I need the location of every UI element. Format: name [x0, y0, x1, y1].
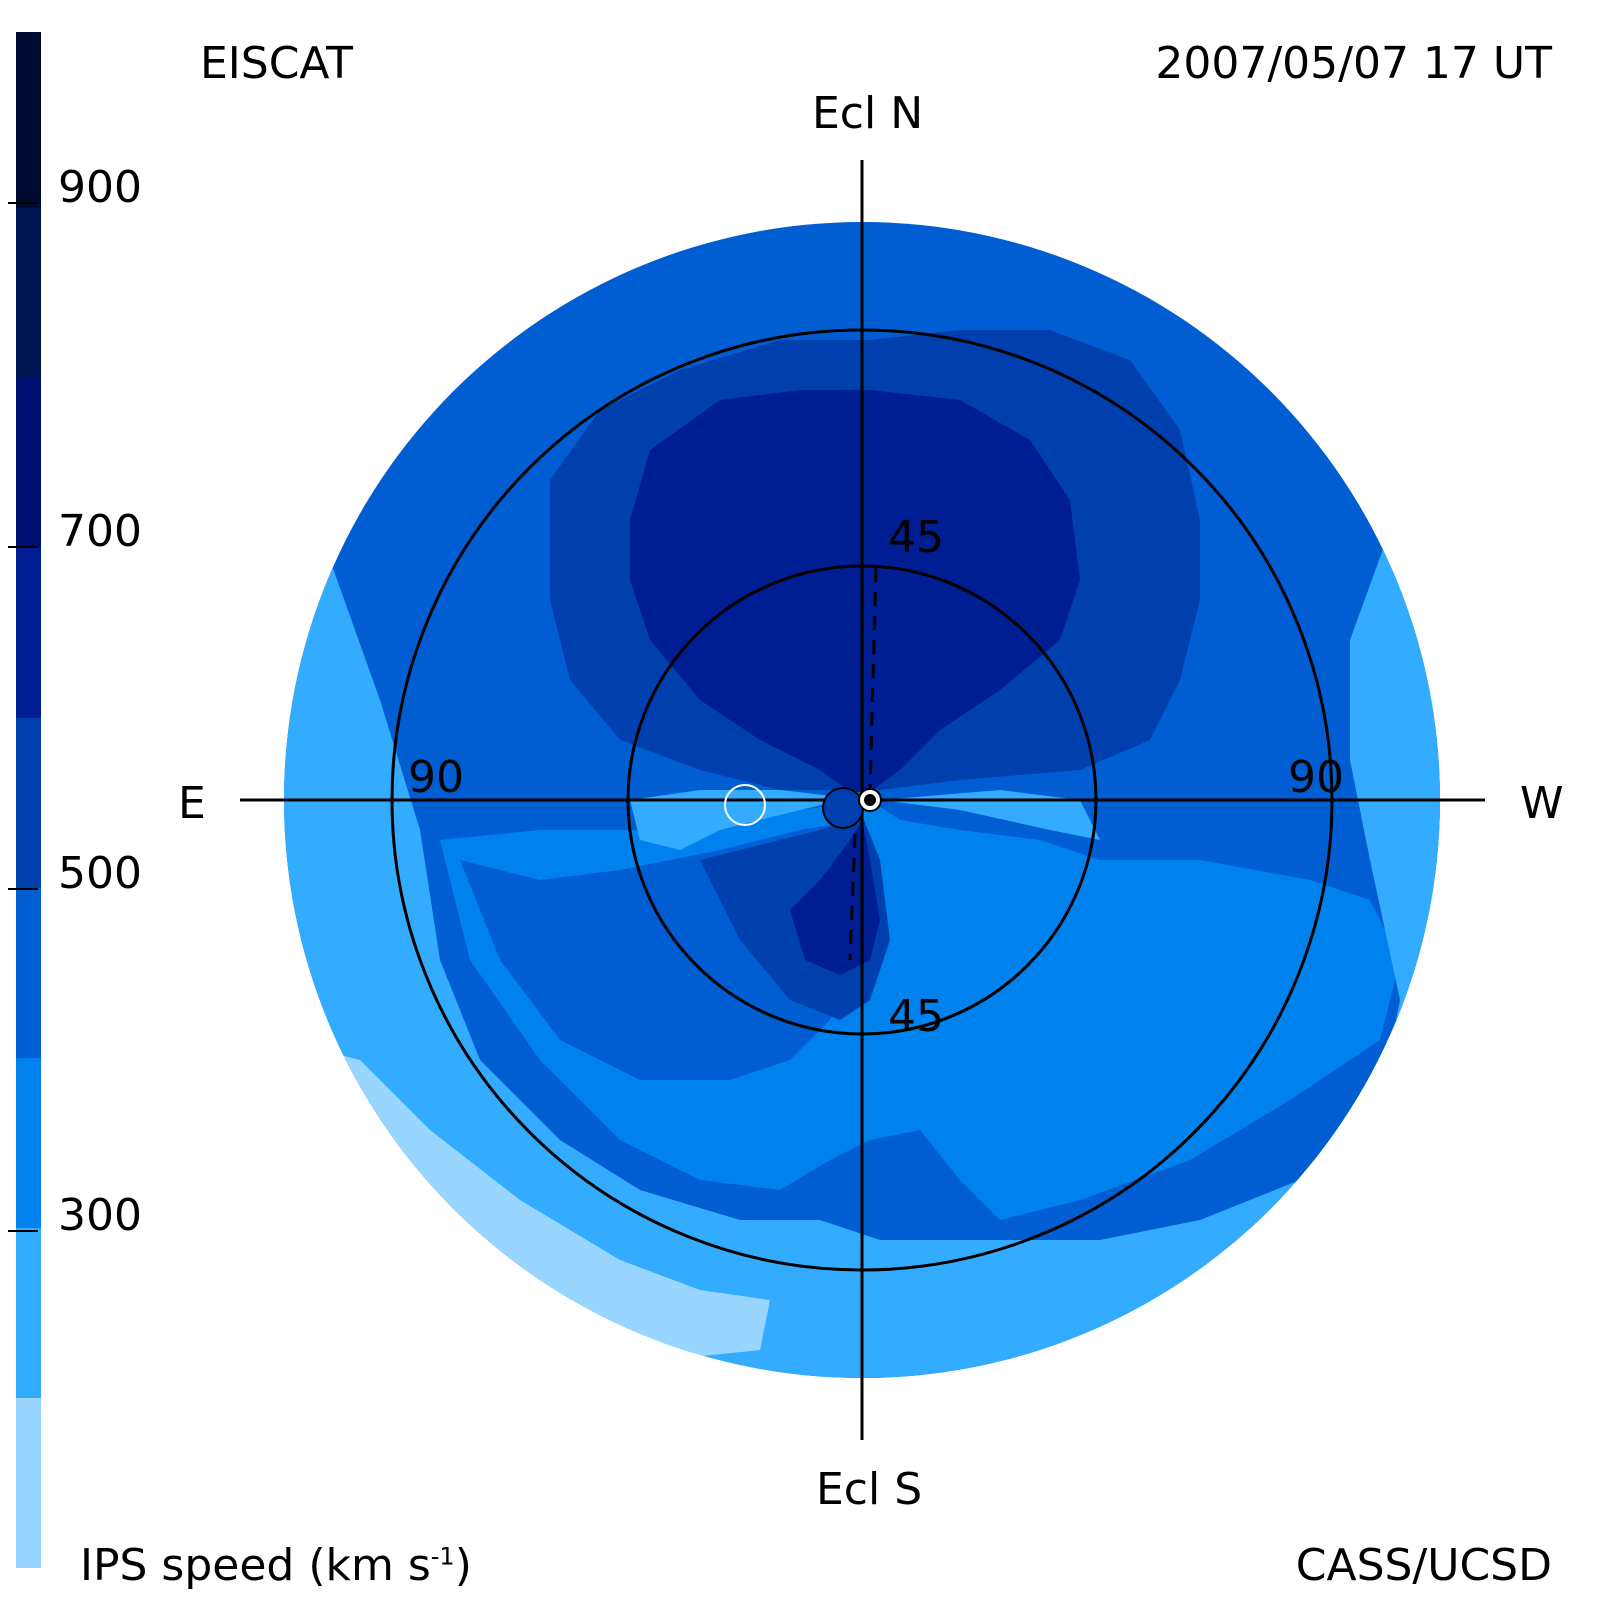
credit-label: CASS/UCSD: [1295, 1540, 1552, 1591]
colorbar-label-300: 300: [58, 1190, 142, 1241]
map-title: EISCAT: [200, 38, 353, 89]
colorbar-segment: [16, 1058, 41, 1228]
colorbar-segment: [16, 548, 41, 718]
colorbar-segment: [16, 1228, 41, 1398]
unit-label-exponent: -1: [430, 1542, 455, 1571]
outer-ring-label-right: 90: [1288, 752, 1344, 803]
colorbar-unit-label: IPS speed (km s-1): [80, 1544, 472, 1588]
white-ring-marker: [724, 784, 766, 826]
colorbar-tick-700: [8, 546, 38, 548]
colorbar-segment: [16, 1398, 41, 1568]
colorbar-segment: [16, 378, 41, 548]
contour-darkest: [630, 390, 1080, 792]
colorbar-segment: [16, 208, 41, 378]
inner-ring-label-top: 45: [888, 512, 944, 563]
colorbar-segment: [16, 32, 41, 208]
speed-colorbar: [16, 32, 41, 1568]
colorbar-tick-300: [8, 1230, 38, 1232]
west-label: W: [1520, 778, 1564, 829]
unit-label-main: IPS speed (km s: [80, 1540, 431, 1591]
contour-darkest-south: [790, 820, 880, 975]
colorbar-label-500: 500: [58, 848, 142, 899]
dashed-line-south: [848, 809, 858, 961]
earth-marker: [822, 787, 864, 829]
colorbar-segment: [16, 888, 41, 1058]
ecliptic-north-label: Ecl N: [812, 88, 924, 139]
dashed-line-north: [868, 567, 878, 791]
outer-ring-label-left: 90: [408, 752, 464, 803]
colorbar-label-700: 700: [58, 506, 142, 557]
sun-marker-inner: [864, 794, 876, 806]
colorbar-tick-900: [8, 202, 38, 204]
colorbar-segment: [16, 718, 41, 888]
east-label: E: [178, 778, 206, 829]
inner-ring-label-bottom: 45: [888, 991, 944, 1042]
timestamp-label: 2007/05/07 17 UT: [1155, 38, 1552, 89]
contour-light-wedge-east: [630, 790, 850, 850]
ecliptic-south-label: Ecl S: [816, 1464, 923, 1515]
colorbar-tick-500: [8, 888, 38, 890]
contour-light-wedge-west: [880, 790, 1100, 840]
colorbar-label-900: 900: [58, 162, 142, 213]
unit-label-end: ): [454, 1540, 472, 1591]
